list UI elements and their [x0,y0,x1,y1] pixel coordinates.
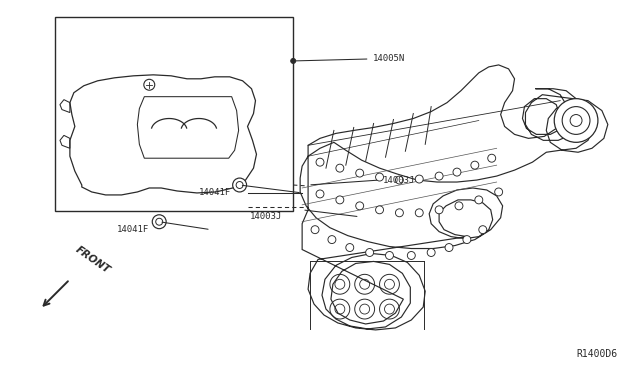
Circle shape [455,202,463,210]
Circle shape [356,202,364,210]
Circle shape [479,226,487,234]
Circle shape [415,209,423,217]
Circle shape [453,168,461,176]
Circle shape [554,99,598,142]
Circle shape [376,173,383,181]
Circle shape [316,158,324,166]
Circle shape [236,182,243,189]
Circle shape [365,248,374,256]
Circle shape [445,244,453,251]
Text: 14005N: 14005N [372,54,405,64]
Circle shape [427,248,435,256]
Circle shape [435,206,443,214]
Circle shape [156,218,163,225]
Text: 14003J: 14003J [250,212,282,221]
Circle shape [336,196,344,204]
Circle shape [291,58,296,63]
Circle shape [463,235,471,244]
Text: R1400D6: R1400D6 [577,349,618,359]
Circle shape [396,209,403,217]
Circle shape [311,226,319,234]
Circle shape [396,176,403,184]
Circle shape [328,235,336,244]
Text: 14003J: 14003J [383,176,415,185]
Circle shape [336,164,344,172]
Circle shape [152,215,166,229]
Circle shape [488,154,495,162]
Text: 14041F: 14041F [198,189,230,198]
Text: FRONT: FRONT [74,244,112,275]
Circle shape [233,178,246,192]
Circle shape [475,196,483,204]
Circle shape [385,251,394,259]
Circle shape [407,251,415,259]
Circle shape [495,188,502,196]
Circle shape [356,169,364,177]
Circle shape [144,79,155,90]
Circle shape [316,190,324,198]
Circle shape [471,161,479,169]
Circle shape [415,175,423,183]
Polygon shape [55,17,293,211]
Circle shape [435,172,443,180]
Circle shape [376,206,383,214]
Text: 14041F: 14041F [117,225,149,234]
Circle shape [346,244,354,251]
